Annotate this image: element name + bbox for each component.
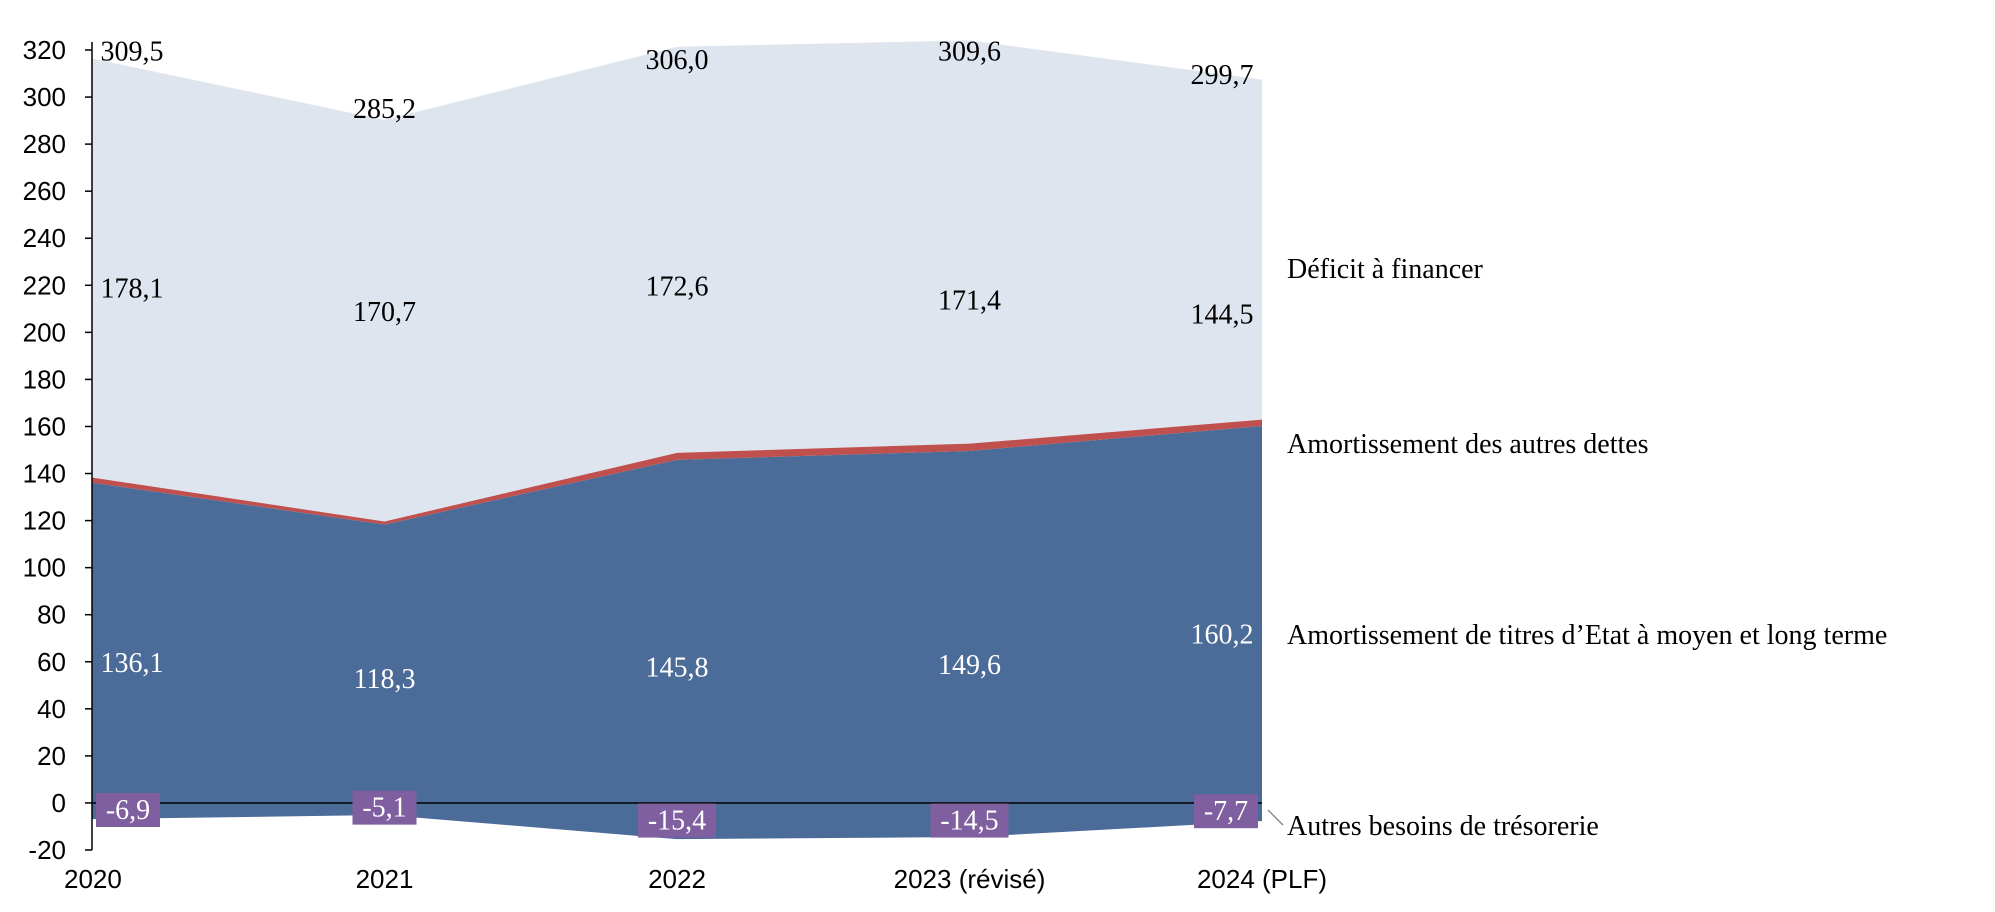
x-tick-label: 2023 (révisé) — [894, 864, 1046, 894]
y-tick-label: 220 — [23, 270, 66, 300]
y-tick-label: 120 — [23, 506, 66, 536]
deficit-data-label: 171,4 — [938, 285, 1001, 316]
x-tick-label: 2024 (PLF) — [1197, 864, 1327, 894]
y-tick-label: 40 — [37, 694, 66, 724]
titres-data-label: 149,6 — [938, 650, 1001, 681]
y-tick-label: 0 — [52, 788, 66, 818]
label-deficit-a-financer: Déficit à financer — [1287, 254, 1484, 285]
area-amortissement-titres-etat — [92, 426, 1262, 803]
autres-besoins-label-box — [1194, 794, 1258, 829]
autres-besoins-label-box — [930, 803, 1009, 838]
label-amortissement-titres-etat: Amortissement de titres d’Etat à moyen e… — [1287, 620, 1887, 651]
label-autres-besoins-tresorerie: Autres besoins de trésorerie — [1287, 811, 1599, 842]
x-tick-label: 2022 — [648, 864, 706, 894]
titres-data-label: 136,1 — [101, 648, 164, 679]
autres-besoins-data-label: -14,5 — [940, 806, 998, 837]
deficit-data-label: 172,6 — [646, 271, 709, 302]
y-tick-label: 140 — [23, 459, 66, 489]
y-tick-label: 80 — [37, 600, 66, 630]
autres-besoins-label-box — [352, 790, 417, 825]
x-tick-label: 2020 — [64, 864, 122, 894]
y-tick-label: 100 — [23, 553, 66, 583]
label-amortissement-autres-dettes: Amortissement des autres dettes — [1287, 429, 1649, 460]
deficit-data-label: 144,5 — [1191, 300, 1254, 331]
autres-besoins-data-label: -15,4 — [648, 806, 706, 837]
total-label: 306,0 — [646, 45, 709, 76]
deficit-data-label: 170,7 — [353, 297, 416, 328]
y-tick-label: 60 — [37, 647, 66, 677]
series-labels-layer: Déficit à financer Amortissement des autr… — [1267, 254, 1887, 842]
y-tick-label: 200 — [23, 317, 66, 347]
y-tick-label: 320 — [23, 35, 66, 65]
titres-data-label: 118,3 — [354, 664, 416, 695]
deficit-data-label: 178,1 — [101, 274, 164, 305]
y-tick-label: 180 — [23, 364, 66, 394]
y-tick-label: 20 — [37, 741, 66, 771]
autres-besoins-data-label: -6,9 — [106, 795, 150, 826]
autres-besoins-leader-line — [1267, 809, 1284, 826]
area-amortissement-autres-dettes — [92, 419, 1262, 525]
axes-layer: -20 0 20 40 60 80 100 120 140 160 180 200 220 240 260 2… — [23, 35, 1327, 894]
titres-data-label: 145,8 — [646, 652, 709, 683]
y-tick-label: 300 — [23, 82, 66, 112]
total-label: 309,6 — [938, 36, 1001, 67]
autres-besoins-label-box — [638, 803, 716, 838]
titres-data-label: 160,2 — [1191, 620, 1254, 651]
autres-besoins-data-label: -5,1 — [362, 793, 406, 824]
total-label: 285,2 — [353, 94, 416, 125]
total-label: 299,7 — [1191, 60, 1254, 91]
area-deficit-a-financer — [92, 40, 1262, 522]
value-labels-layer: 309,5 285,2 306,0 309,6 299,7 178,1 170,7 172,6… — [96, 36, 1258, 838]
y-tick-label: 280 — [23, 129, 66, 159]
x-tick-label: 2021 — [356, 864, 414, 894]
autres-besoins-data-label: -7,7 — [1204, 796, 1248, 827]
y-tick-label: 240 — [23, 223, 66, 253]
y-tick-label: -20 — [28, 835, 66, 865]
y-tick-label: 260 — [23, 176, 66, 206]
y-tick-label: 160 — [23, 411, 66, 441]
areas-layer — [92, 40, 1262, 840]
total-label: 309,5 — [101, 37, 164, 68]
autres-besoins-label-box — [96, 793, 160, 827]
